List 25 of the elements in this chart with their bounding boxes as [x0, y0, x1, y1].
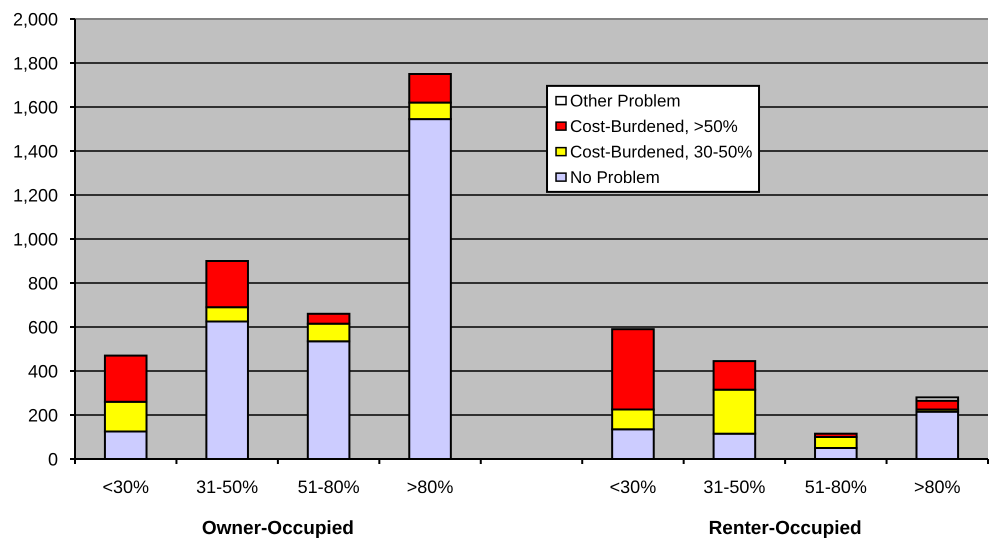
- y-tick-label: 2,000: [12, 9, 58, 30]
- x-tick-label: <30%: [610, 477, 656, 497]
- x-tick-label: 31-50%: [196, 477, 258, 497]
- y-tick-label: 400: [28, 361, 58, 382]
- legend-label: Other Problem: [570, 92, 681, 111]
- y-tick-label: 200: [28, 405, 58, 426]
- x-tick-label: >80%: [914, 477, 961, 497]
- y-tick-label: 1,600: [12, 97, 58, 118]
- x-tick-label: 51-80%: [804, 477, 867, 497]
- legend-label: Cost-Burdened, >50%: [570, 117, 738, 136]
- y-tick-label: 1,200: [12, 185, 58, 206]
- y-tick-label: 800: [28, 273, 58, 294]
- x-tick-label: <30%: [102, 477, 149, 497]
- y-tick-label: 1,800: [12, 53, 58, 74]
- y-tick-label: 0: [48, 449, 58, 470]
- text: Renter-Occupied: [708, 518, 862, 539]
- y-tick-label: 1,000: [12, 229, 58, 250]
- text: Owner-Occupied: [202, 518, 354, 539]
- x-tick-label: >80%: [406, 477, 454, 497]
- y-tick-label: 1,400: [12, 141, 58, 162]
- y-tick-label: 600: [28, 317, 58, 338]
- x-tick-label: 51-80%: [298, 477, 360, 497]
- legend-label: Cost-Burdened, 30-50%: [570, 142, 752, 162]
- legend-label: No Problem: [570, 168, 660, 188]
- x-tick-label: 31-50%: [703, 477, 766, 497]
